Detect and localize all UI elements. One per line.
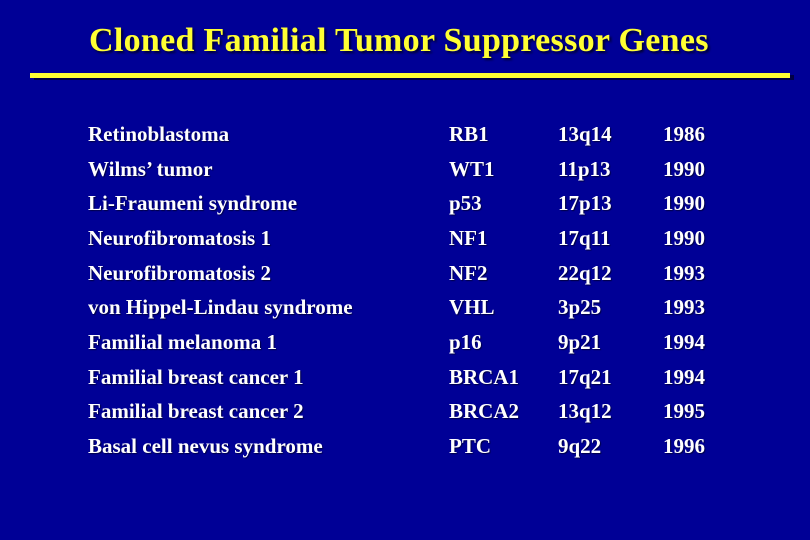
chromosome-locus-cell: 17q21 — [558, 364, 612, 389]
chromosome-locus-cell: 13q12 — [558, 399, 612, 424]
year-cloned-cell: 1993 — [663, 295, 705, 320]
slide-title: Cloned Familial Tumor Suppressor Genes — [89, 22, 709, 59]
disease-cell: Familial melanoma 1 — [88, 329, 277, 354]
gene-symbol-cell: BRCA2 — [449, 399, 520, 424]
year-cloned-cell: 1990 — [663, 225, 705, 250]
table-row: Retinoblastoma RB1 13q14 1986 — [88, 117, 753, 152]
chromosome-locus-cell: 9p21 — [558, 329, 602, 354]
disease-cell: Neurofibromatosis 2 — [88, 260, 271, 285]
table-row: Basal cell nevus syndrome PTC 9q22 1996 — [88, 429, 753, 464]
chromosome-locus-cell: 11p13 — [558, 156, 611, 181]
chromosome-locus-cell: 22q12 — [558, 260, 612, 285]
disease-cell: Familial breast cancer 1 — [88, 364, 304, 389]
table-row: Familial melanoma 1 p16 9p21 1994 — [88, 325, 753, 360]
gene-symbol-cell: NF2 — [449, 260, 488, 285]
disease-cell: Neurofibromatosis 1 — [88, 225, 271, 250]
gene-symbol-cell: RB1 — [449, 121, 489, 146]
disease-cell: Li-Fraumeni syndrome — [88, 191, 298, 216]
gene-symbol-cell: PTC — [449, 434, 491, 459]
year-cloned-cell: 1995 — [663, 399, 705, 424]
gene-table: Retinoblastoma RB1 13q14 1986 Wilms’ tum… — [88, 117, 753, 464]
table-row: Li-Fraumeni syndrome p53 17p13 1990 — [88, 186, 753, 221]
gene-symbol-cell: NF1 — [449, 225, 488, 250]
gene-symbol-cell: VHL — [449, 295, 495, 320]
chromosome-locus-cell: 17q11 — [558, 225, 611, 250]
chromosome-locus-cell: 9q22 — [558, 434, 602, 459]
chromosome-locus-cell: 3p25 — [558, 295, 602, 320]
gene-symbol-cell: p16 — [449, 329, 482, 354]
table-row: Familial breast cancer 2 BRCA2 13q12 199… — [88, 395, 753, 430]
year-cloned-cell: 1996 — [663, 434, 705, 459]
disease-cell: Familial breast cancer 2 — [88, 399, 304, 424]
year-cloned-cell: 1993 — [663, 260, 705, 285]
year-cloned-cell: 1994 — [663, 329, 705, 354]
year-cloned-cell: 1986 — [663, 121, 705, 146]
title-underline — [30, 73, 790, 78]
year-cloned-cell: 1990 — [663, 191, 705, 216]
table-row: von Hippel-Lindau syndrome VHL 3p25 1993 — [88, 290, 753, 325]
gene-symbol-cell: WT1 — [449, 156, 495, 181]
table-row: Neurofibromatosis 2 NF2 22q12 1993 — [88, 256, 753, 291]
disease-cell: Wilms’ tumor — [88, 156, 213, 181]
disease-cell: Retinoblastoma — [88, 121, 230, 146]
year-cloned-cell: 1990 — [663, 156, 705, 181]
table-row: Familial breast cancer 1 BRCA1 17q21 199… — [88, 360, 753, 395]
disease-cell: Basal cell nevus syndrome — [88, 434, 323, 459]
gene-symbol-cell: BRCA1 — [449, 364, 520, 389]
disease-cell: von Hippel-Lindau syndrome — [88, 295, 353, 320]
table-row: Neurofibromatosis 1 NF1 17q11 1990 — [88, 221, 753, 256]
table-row: Wilms’ tumor WT1 11p13 1990 — [88, 152, 753, 187]
gene-symbol-cell: p53 — [449, 191, 482, 216]
chromosome-locus-cell: 13q14 — [558, 121, 612, 146]
year-cloned-cell: 1994 — [663, 364, 705, 389]
chromosome-locus-cell: 17p13 — [558, 191, 612, 216]
